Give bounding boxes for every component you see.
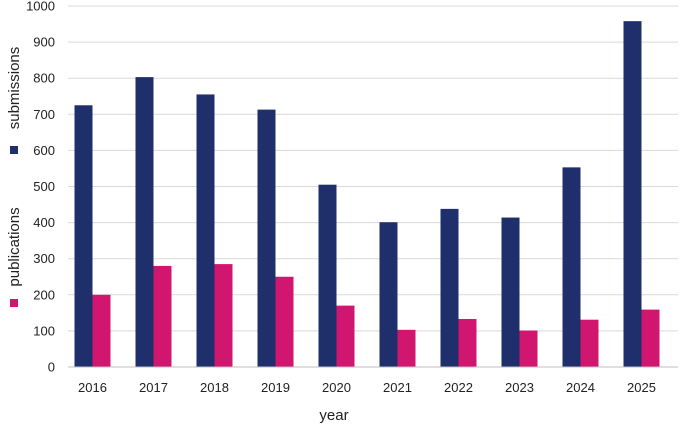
x-tick-label: 2019: [261, 380, 290, 395]
x-tick-label: 2024: [566, 380, 595, 395]
bar-submissions-2022: [440, 208, 459, 367]
x-tick-label: 2020: [322, 380, 351, 395]
bar-submissions-2017: [135, 77, 154, 367]
y-tick-label: 500: [33, 179, 55, 194]
x-tick-label: 2018: [200, 380, 229, 395]
legend-label-publications: publications: [6, 207, 23, 286]
y-tick-label: 700: [33, 107, 55, 122]
bar-publications-2022: [458, 318, 477, 367]
x-tick-label: 2023: [505, 380, 534, 395]
bar-publications-2016: [92, 294, 111, 367]
bar-submissions-2018: [196, 94, 215, 367]
y-tick-label: 400: [33, 215, 55, 230]
y-tick-labels: 0 100 200 300 400 500 600 700 800 900 1000: [26, 0, 55, 375]
bar-submissions-2023: [501, 217, 520, 367]
bars: [74, 21, 660, 368]
y-tick-label: 0: [48, 360, 55, 375]
legend-marker-submissions: [10, 146, 18, 154]
bar-submissions-2024: [562, 167, 581, 367]
y-tick-label: 800: [33, 71, 55, 86]
y-tick-label: 900: [33, 35, 55, 50]
y-tick-label: 600: [33, 143, 55, 158]
bar-submissions-2019: [257, 109, 276, 368]
bar-publications-2023: [519, 330, 538, 367]
legend: submissions publications: [6, 47, 23, 307]
bar-submissions-2016: [74, 105, 93, 368]
x-tick-label: 2022: [444, 380, 473, 395]
legend-marker-publications: [10, 299, 18, 307]
y-tick-label: 200: [33, 287, 55, 302]
x-tick-labels: 2016 2017 2018 2019 2020 2021 2022 2023 2024 2025: [78, 380, 656, 395]
x-tick-label: 2017: [139, 380, 168, 395]
y-tick-label: 300: [33, 251, 55, 266]
x-axis-title: year: [319, 407, 348, 424]
bar-publications-2017: [153, 265, 172, 367]
bar-publications-2021: [397, 329, 416, 367]
x-tick-label: 2021: [383, 380, 412, 395]
bar-publications-2025: [641, 309, 660, 367]
bar-publications-2018: [214, 264, 233, 367]
bar-publications-2024: [580, 319, 599, 367]
bar-publications-2019: [275, 276, 294, 367]
x-tick-label: 2025: [627, 380, 656, 395]
bar-publications-2020: [336, 305, 355, 367]
legend-label-submissions: submissions: [6, 47, 23, 130]
bar-submissions-2020: [318, 184, 337, 367]
y-tick-label: 100: [33, 323, 55, 338]
y-tick-label: 1000: [26, 0, 55, 14]
bar-submissions-2021: [379, 222, 398, 367]
x-tick-label: 2016: [78, 380, 107, 395]
bar-submissions-2025: [623, 21, 642, 368]
